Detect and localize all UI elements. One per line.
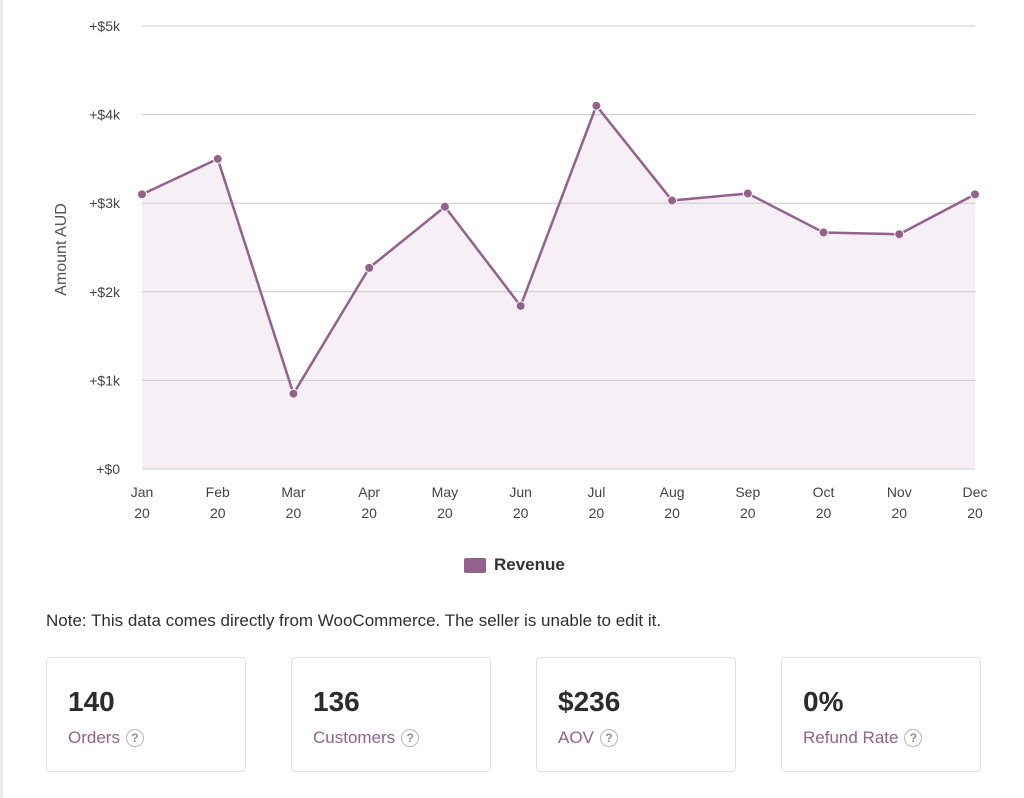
revenue-line	[141, 104, 976, 395]
stat-card-aov: $236 AOV ?	[536, 657, 736, 772]
left-border	[0, 0, 3, 798]
chart-legend[interactable]: Revenue	[464, 555, 565, 575]
stat-value-refund-rate: 0%	[803, 686, 844, 717]
stat-value-customers: 136	[313, 686, 360, 717]
revenue-point	[212, 153, 223, 164]
x-tick-label: Jun 20	[509, 484, 532, 521]
stat-value-orders: 140	[68, 686, 115, 717]
x-tick-label: Oct 20	[813, 484, 835, 521]
revenue-area	[142, 105, 975, 470]
revenue-point	[667, 195, 678, 206]
stat-label-aov: AOV	[558, 728, 594, 747]
legend-swatch-revenue	[464, 557, 486, 573]
revenue-point	[364, 262, 375, 273]
x-tick-label: Aug 20	[660, 484, 685, 521]
y-tick-label: +$1k	[89, 372, 121, 388]
y-tick-label: +$5k	[89, 18, 121, 34]
stat-label-orders: Orders	[68, 728, 120, 747]
data-source-note: Note: This data comes directly from WooC…	[46, 611, 662, 630]
revenue-chart: +$0 +$1k +$2k +$3k +$4k +$5k Amount AUD Jan 20 Fe…	[53, 18, 988, 521]
stat-card-refund-rate: 0% Refund Rate ?	[781, 657, 981, 772]
help-icon[interactable]: ?	[125, 729, 144, 747]
x-tick-label: May 20	[432, 484, 458, 521]
x-tick-label: Feb 20	[206, 484, 230, 521]
stat-card-orders: 140 Orders ?	[46, 657, 246, 772]
revenue-point	[818, 227, 829, 238]
revenue-point	[742, 188, 753, 199]
stat-card-customers: 136 Customers ?	[291, 657, 491, 772]
y-tick-label: +$3k	[89, 195, 121, 211]
help-icon[interactable]: ?	[904, 729, 923, 747]
stat-label-refund-rate: Refund Rate	[803, 728, 899, 747]
stat-value-aov: $236	[558, 686, 621, 717]
revenue-point	[894, 229, 905, 240]
help-icon[interactable]: ?	[599, 729, 618, 747]
x-tick-label: Jan 20	[131, 484, 154, 521]
revenue-point	[515, 300, 526, 311]
x-tick-label: Apr 20	[358, 484, 380, 521]
stats-cards: 140 Orders ? 136 Customers ? $236 AOV ? …	[46, 657, 983, 774]
stat-label-customers: Customers	[313, 728, 396, 747]
x-tick-label: Mar 20	[281, 484, 305, 521]
x-tick-label: Sep 20	[735, 484, 760, 521]
revenue-point	[288, 388, 299, 399]
x-tick-label: Jul 20	[587, 484, 605, 521]
x-tick-label: Nov 20	[887, 484, 912, 521]
revenue-point	[591, 100, 602, 111]
y-tick-label: +$4k	[89, 107, 121, 123]
revenue-point	[970, 189, 980, 200]
help-icon[interactable]: ?	[401, 729, 420, 747]
revenue-point	[137, 189, 147, 200]
x-tick-label: Dec 20	[963, 484, 988, 521]
y-axis-title: Amount AUD	[53, 203, 70, 295]
legend-label-revenue: Revenue	[494, 555, 565, 574]
y-tick-label: +$0	[96, 461, 120, 477]
y-tick-label: +$2k	[89, 284, 121, 300]
revenue-point	[439, 201, 450, 212]
